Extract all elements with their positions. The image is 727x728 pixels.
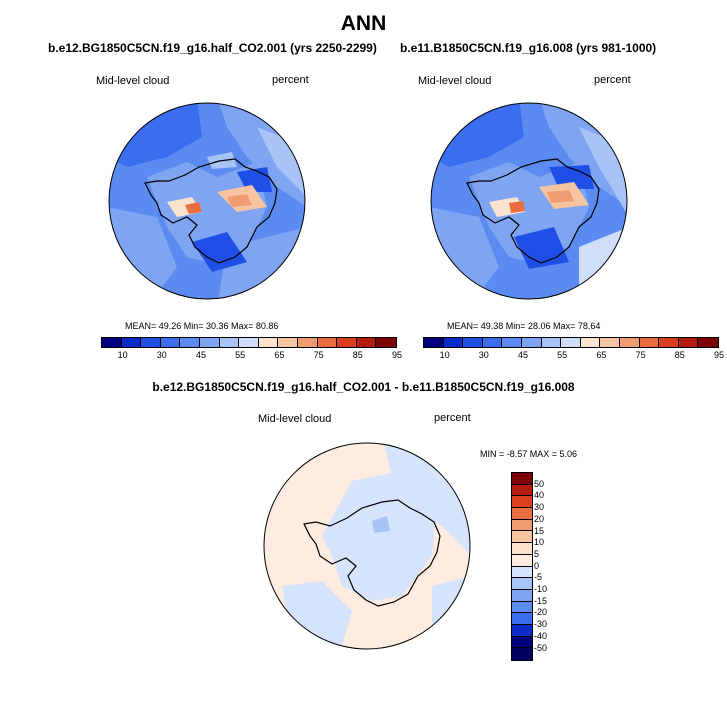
colorbar-tick-label: -50: [534, 642, 548, 653]
colorbar-swatch: [512, 508, 532, 520]
colorbar-tick-label: -40: [534, 630, 548, 641]
colorbar-tick-label: -20: [534, 607, 548, 618]
colorbar-swatch: [512, 578, 532, 590]
colorbar-tick-label: 55: [235, 350, 246, 360]
colorbar-tick-label: 45: [195, 350, 206, 360]
panel2-polar-map: [430, 102, 628, 300]
panel2-case-title: b.e11.B1850C5CN.f19_g16.008 (yrs 981-100…: [400, 41, 657, 55]
colorbar-swatch: [698, 338, 718, 347]
colorbar-tick-label: 95: [391, 350, 402, 360]
colorbar-tick-label: 85: [674, 350, 685, 360]
colorbar-swatch: [512, 636, 532, 649]
colorbar-swatch: [512, 613, 532, 625]
colorbar-tick-label: 0: [534, 560, 540, 571]
panel1-colorbar-labels: 10 30 45 55 65 75 85 95: [103, 350, 402, 362]
colorbar-swatch: [141, 338, 161, 347]
colorbar-tick-label: 10: [439, 350, 450, 360]
colorbar-swatch: [337, 338, 357, 347]
colorbar-swatch: [521, 338, 542, 347]
colorbar-swatch: [180, 338, 200, 347]
colorbar-swatch: [102, 338, 122, 347]
panel1-units-label: percent: [272, 74, 309, 86]
colorbar-swatch: [502, 338, 522, 347]
colorbar-tick-label: 65: [274, 350, 285, 360]
diff-colorbar: [511, 472, 533, 661]
colorbar-swatch: [561, 338, 581, 347]
colorbar-swatch: [297, 338, 318, 347]
colorbar-swatch: [678, 338, 699, 347]
colorbar-swatch: [512, 473, 532, 485]
colorbar-swatch: [199, 338, 220, 347]
panel2-stats: MEAN= 49.38 Min= 28.06 Max= 78.64: [447, 321, 601, 331]
panel1-case-title: b.e12.BG1850C5CN.f19_g16.half_CO2.001 (y…: [48, 41, 377, 55]
colorbar-swatch: [512, 531, 532, 544]
diff-colorbar-labels: 50 40 30 20 15 10 5 0 -5 -10 -15 -20 -30 -40 -50: [534, 472, 564, 662]
panel2-colorbar-labels: 10 30 45 55 65 75 85 95: [425, 350, 724, 362]
panel2-units-label: percent: [594, 74, 631, 86]
colorbar-swatch: [659, 338, 679, 347]
colorbar-tick-label: 30: [534, 502, 545, 513]
diff-variable-label: Mid-level cloud: [258, 413, 332, 425]
colorbar-tick-label: 10: [117, 350, 128, 360]
colorbar-swatch: [376, 338, 396, 347]
colorbar-tick-label: -15: [534, 595, 548, 606]
colorbar-swatch: [278, 338, 298, 347]
colorbar-tick-label: -10: [534, 584, 548, 594]
colorbar-swatch: [424, 338, 444, 347]
colorbar-swatch: [356, 338, 377, 347]
colorbar-tick-label: 30: [156, 350, 167, 360]
diff-case-title: b.e12.BG1850C5CN.f19_g16.half_CO2.001 - …: [152, 380, 575, 394]
colorbar-tick-label: -30: [534, 619, 548, 630]
panel2-colorbar: [423, 337, 719, 348]
colorbar-tick-label: 75: [313, 350, 324, 360]
colorbar-swatch: [463, 338, 483, 347]
colorbar-tick-label: 30: [478, 350, 489, 360]
colorbar-tick-label: 20: [534, 513, 545, 524]
colorbar-swatch: [482, 338, 503, 347]
colorbar-swatch: [258, 338, 279, 347]
colorbar-tick-label: -5: [534, 572, 543, 583]
colorbar-swatch: [512, 484, 532, 497]
panel1-colorbar: [101, 337, 397, 348]
colorbar-swatch: [619, 338, 640, 347]
panel1-polar-map: [108, 102, 306, 300]
diff-stats: MIN = -8.57 MAX = 5.06: [480, 449, 578, 459]
panel1-variable-label: Mid-level cloud: [96, 75, 170, 87]
panel2-variable-label: Mid-level cloud: [418, 75, 492, 87]
colorbar-tick-label: 50: [534, 478, 545, 489]
colorbar-tick-label: 10: [534, 537, 545, 548]
colorbar-swatch: [512, 589, 532, 602]
colorbar-tick-label: 5: [534, 548, 540, 559]
colorbar-swatch: [512, 554, 532, 567]
colorbar-swatch: [580, 338, 601, 347]
colorbar-swatch: [512, 566, 532, 579]
colorbar-swatch: [443, 338, 464, 347]
colorbar-swatch: [160, 338, 181, 347]
colorbar-swatch: [512, 496, 532, 509]
colorbar-swatch: [639, 338, 660, 347]
colorbar-tick-label: 85: [352, 350, 363, 360]
diff-polar-map: [263, 442, 471, 650]
colorbar-swatch: [512, 543, 532, 555]
colorbar-swatch: [600, 338, 620, 347]
figure-title: ANN: [340, 12, 387, 35]
colorbar-tick-label: 75: [635, 350, 646, 360]
colorbar-swatch: [512, 519, 532, 532]
colorbar-swatch: [219, 338, 240, 347]
colorbar-swatch: [512, 624, 532, 637]
colorbar-tick-label: 15: [534, 525, 545, 536]
colorbar-swatch: [541, 338, 562, 347]
colorbar-tick-label: 65: [596, 350, 607, 360]
colorbar-swatch: [121, 338, 142, 347]
colorbar-tick-label: 45: [517, 350, 528, 360]
colorbar-swatch: [239, 338, 259, 347]
colorbar-swatch: [512, 648, 532, 660]
colorbar-tick-label: 95: [713, 350, 724, 360]
colorbar-tick-label: 55: [557, 350, 568, 360]
diff-units-label: percent: [434, 412, 471, 424]
panel1-stats: MEAN= 49.26 Min= 30.36 Max= 80.86: [125, 321, 279, 331]
colorbar-swatch: [512, 601, 532, 614]
colorbar-tick-label: 40: [534, 490, 545, 501]
colorbar-swatch: [317, 338, 338, 347]
